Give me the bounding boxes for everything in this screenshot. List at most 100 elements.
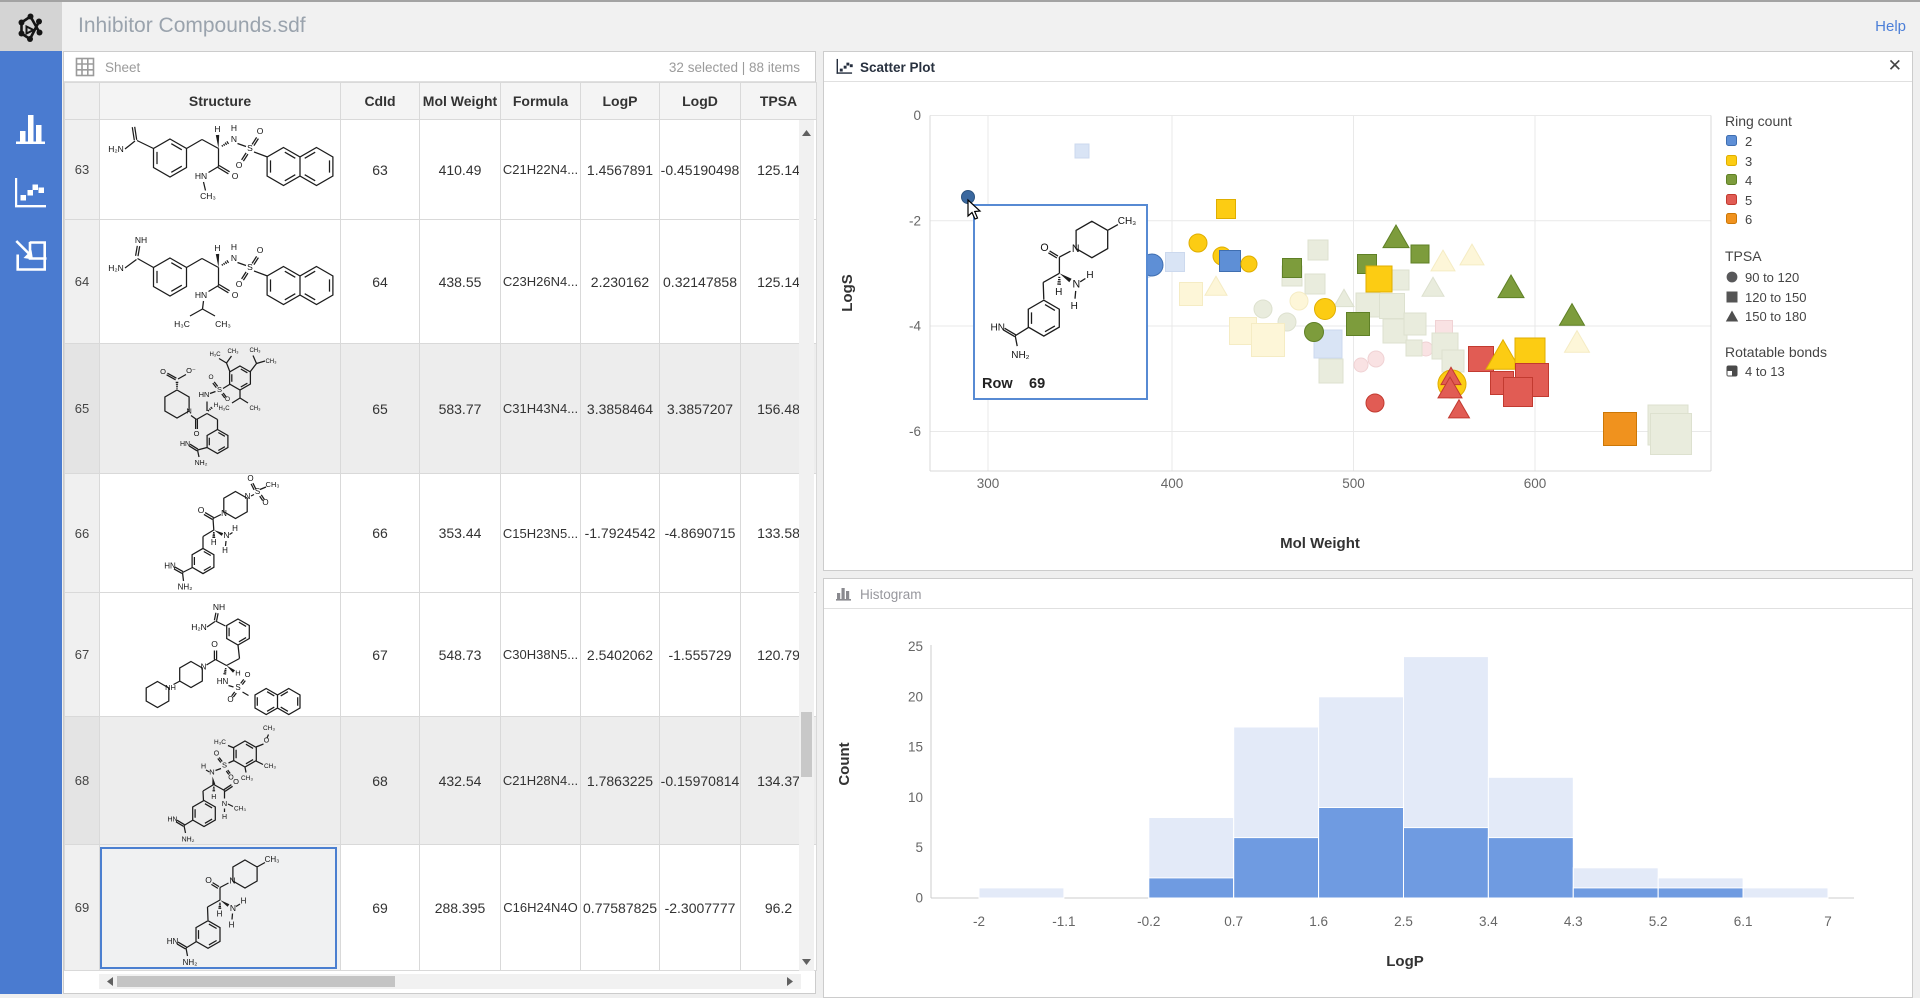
svg-text:H: H xyxy=(241,896,247,905)
svg-text:H: H xyxy=(231,123,237,133)
svg-text:CH₃: CH₃ xyxy=(227,349,239,355)
svg-text:H₃C: H₃C xyxy=(218,406,230,412)
svg-text:O: O xyxy=(257,245,264,255)
svg-text:15: 15 xyxy=(908,740,923,755)
svg-text:O: O xyxy=(236,160,243,170)
svg-text:O: O xyxy=(247,475,253,483)
svg-text:S: S xyxy=(222,760,227,769)
svg-text:O: O xyxy=(245,670,251,679)
svg-text:N: N xyxy=(223,530,229,540)
svg-text:N: N xyxy=(222,799,227,808)
svg-text:H₂N: H₂N xyxy=(108,263,124,273)
svg-text:HN: HN xyxy=(180,441,190,448)
svg-text:O: O xyxy=(160,367,166,376)
svg-text:H: H xyxy=(229,920,235,929)
svg-text:O: O xyxy=(227,695,233,704)
svg-text:HN: HN xyxy=(195,171,207,181)
svg-text:400: 400 xyxy=(1161,476,1184,491)
svg-text:10: 10 xyxy=(908,790,923,805)
svg-text:N: N xyxy=(201,662,207,671)
svg-text:N: N xyxy=(1072,279,1080,291)
svg-text:2.5: 2.5 xyxy=(1394,914,1413,929)
svg-text:NH₂: NH₂ xyxy=(195,460,208,467)
svg-text:H₂N: H₂N xyxy=(191,622,207,632)
svg-text:CH₃: CH₃ xyxy=(265,359,277,365)
svg-text:6.1: 6.1 xyxy=(1734,914,1753,929)
svg-text:S: S xyxy=(247,262,253,272)
svg-text:H: H xyxy=(235,668,240,677)
svg-text:CH₃: CH₃ xyxy=(234,805,246,812)
svg-text:20: 20 xyxy=(908,689,923,704)
svg-text:O: O xyxy=(205,875,212,885)
svg-text:CH₃: CH₃ xyxy=(249,406,261,412)
svg-text:Mol Weight: Mol Weight xyxy=(1280,535,1360,552)
svg-text:0: 0 xyxy=(913,108,921,123)
svg-text:N: N xyxy=(186,406,191,415)
svg-text:H: H xyxy=(214,124,220,134)
svg-text:HN: HN xyxy=(199,390,210,399)
svg-text:N: N xyxy=(230,903,236,913)
svg-text:S: S xyxy=(247,143,253,153)
svg-text:3.4: 3.4 xyxy=(1479,914,1498,929)
svg-text:-4: -4 xyxy=(909,319,921,334)
svg-text:N: N xyxy=(231,253,237,263)
svg-text:H₃C: H₃C xyxy=(214,739,226,746)
svg-text:CH₃: CH₃ xyxy=(266,480,280,489)
svg-text:O: O xyxy=(225,396,230,403)
svg-text:-6: -6 xyxy=(909,424,921,439)
svg-text:H: H xyxy=(222,814,227,821)
svg-text:5: 5 xyxy=(915,840,923,855)
svg-text:N: N xyxy=(209,767,214,776)
svg-text:NH₂: NH₂ xyxy=(178,582,193,591)
svg-text:0: 0 xyxy=(915,891,923,906)
svg-text:4.3: 4.3 xyxy=(1564,914,1583,929)
svg-text:0.7: 0.7 xyxy=(1224,914,1243,929)
svg-text:H: H xyxy=(232,524,238,533)
svg-text:NH₂: NH₂ xyxy=(182,836,195,843)
svg-text:H: H xyxy=(231,242,237,252)
svg-text:CH₃: CH₃ xyxy=(1118,216,1137,227)
svg-text:600: 600 xyxy=(1524,476,1547,491)
svg-text:O: O xyxy=(228,774,234,781)
svg-text:H: H xyxy=(201,763,206,770)
svg-text:H: H xyxy=(1055,287,1062,298)
svg-text:O: O xyxy=(233,777,239,786)
svg-text:69: 69 xyxy=(1029,376,1045,392)
svg-text:O: O xyxy=(1040,242,1048,254)
svg-text:CH₃: CH₃ xyxy=(241,775,253,782)
svg-text:O: O xyxy=(194,429,200,438)
svg-text:H: H xyxy=(1071,301,1078,312)
svg-text:CH₃: CH₃ xyxy=(215,319,231,329)
svg-text:S: S xyxy=(235,683,240,692)
svg-text:O⁻: O⁻ xyxy=(186,366,196,375)
svg-text:HN: HN xyxy=(167,816,177,823)
svg-text:H: H xyxy=(1086,270,1093,281)
svg-text:S: S xyxy=(255,487,260,496)
svg-text:N: N xyxy=(245,492,251,501)
svg-text:HN: HN xyxy=(167,937,179,946)
svg-text:25: 25 xyxy=(908,639,923,654)
svg-text:O: O xyxy=(198,505,205,515)
svg-text:CH₃: CH₃ xyxy=(263,725,275,732)
svg-text:-0.2: -0.2 xyxy=(1137,914,1160,929)
svg-text:H₃C: H₃C xyxy=(209,352,221,358)
svg-text:300: 300 xyxy=(977,476,1000,491)
svg-text:O: O xyxy=(262,498,268,507)
svg-text:H: H xyxy=(222,546,228,555)
svg-text:HN: HN xyxy=(195,290,207,300)
svg-text:O: O xyxy=(236,279,243,289)
svg-text:NH: NH xyxy=(213,602,225,612)
svg-text:HN: HN xyxy=(990,323,1004,334)
svg-text:-2: -2 xyxy=(973,914,985,929)
svg-text:Row: Row xyxy=(982,376,1013,392)
svg-text:7: 7 xyxy=(1824,914,1832,929)
svg-text:Count: Count xyxy=(836,742,853,785)
svg-text:H: H xyxy=(214,402,219,409)
svg-text:H: H xyxy=(211,538,217,547)
svg-text:O: O xyxy=(232,171,239,181)
svg-text:S: S xyxy=(217,385,222,394)
svg-text:O: O xyxy=(232,290,239,300)
svg-text:NH₂: NH₂ xyxy=(1011,350,1029,361)
svg-text:CH₃: CH₃ xyxy=(264,763,276,770)
svg-text:H₃C: H₃C xyxy=(174,319,190,329)
